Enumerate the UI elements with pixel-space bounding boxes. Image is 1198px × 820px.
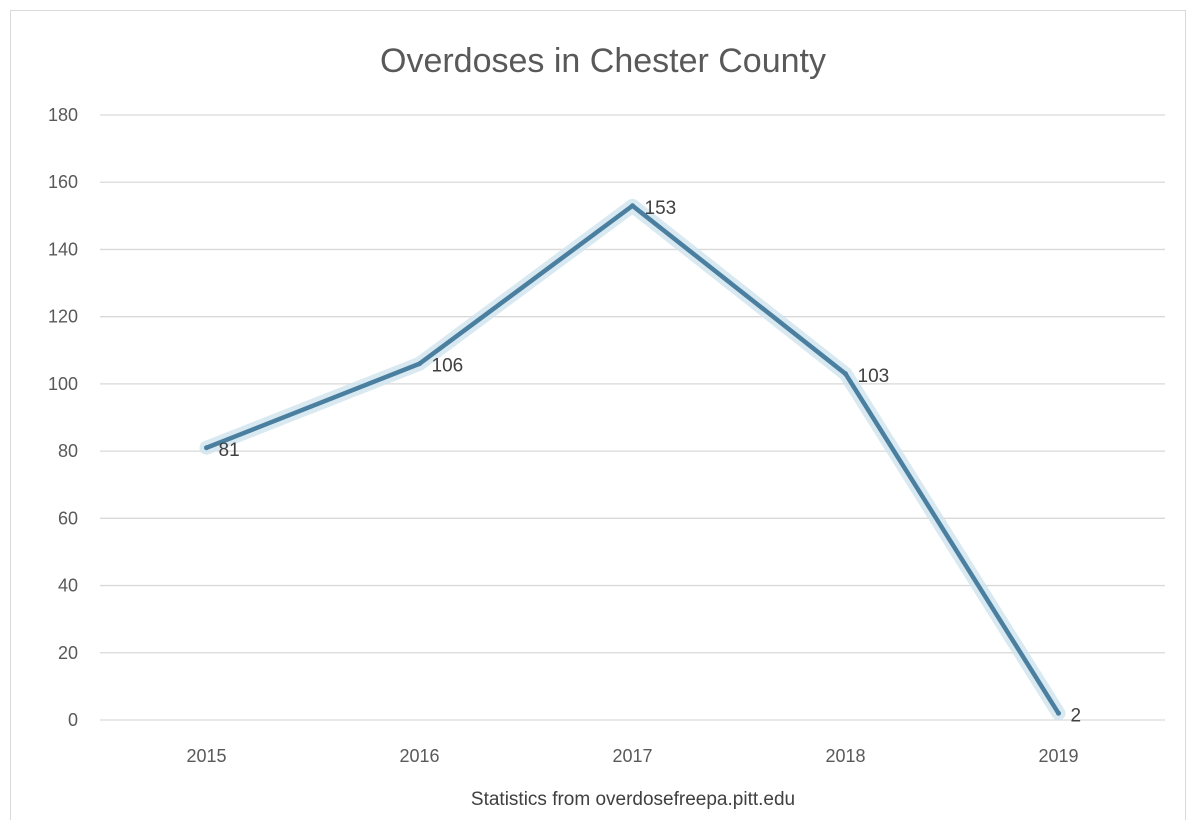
data-point: [417, 361, 422, 367]
x-axis-tick-labels: 2015 2016 2017 2018 2019: [186, 746, 1078, 766]
source-note: Statistics from overdosefreepa.pitt.edu: [471, 789, 795, 810]
data-point: [204, 445, 209, 451]
chart-area: [10, 10, 1186, 820]
data-point: [1056, 710, 1061, 716]
y-tick-label: 60: [58, 508, 78, 528]
x-tick-label: 2018: [825, 746, 865, 766]
y-tick-label: 80: [58, 441, 78, 461]
y-tick-label: 120: [48, 307, 78, 327]
data-label: 81: [219, 440, 240, 461]
y-tick-label: 0: [68, 710, 78, 730]
data-labels: 81 106 153 103 2: [219, 198, 1082, 727]
x-tick-label: 2016: [399, 746, 439, 766]
data-label: 106: [432, 356, 464, 377]
y-tick-label: 100: [48, 374, 78, 394]
series-line-glow: [199, 198, 1066, 721]
x-tick-label: 2015: [186, 746, 226, 766]
data-label: 153: [645, 198, 677, 219]
data-point: [630, 203, 635, 209]
x-tick-label: 2019: [1038, 746, 1078, 766]
y-tick-label: 20: [58, 643, 78, 663]
data-label: 103: [858, 366, 890, 387]
y-axis-tick-labels: 0 20 40 60 80 100 120 140 160 180: [48, 105, 78, 730]
series-line: [204, 203, 1061, 716]
data-label: 2: [1071, 705, 1082, 726]
series-line-group: [199, 198, 1066, 721]
y-tick-label: 140: [48, 239, 78, 259]
x-tick-label: 2017: [612, 746, 652, 766]
y-tick-label: 40: [58, 576, 78, 596]
gridlines: [100, 114, 1165, 721]
data-point: [843, 371, 848, 377]
y-tick-label: 160: [48, 172, 78, 192]
chart-title: Overdoses in Chester County: [380, 42, 826, 80]
y-tick-label: 180: [48, 105, 78, 125]
